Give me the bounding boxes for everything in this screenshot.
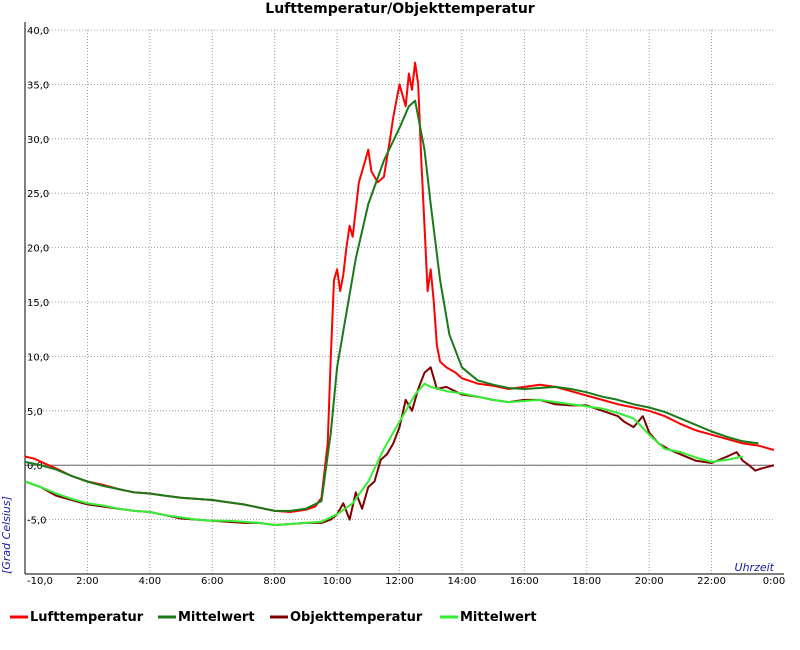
series-line [24,99,759,512]
plot-area: 40,0 35,0 30,0 25,0 20,0 15,0 10,0 5,0 0,0 -5,0 -1… [24,22,785,587]
y-tick-label: -10,0 [27,576,53,587]
y-tick-label: 35,0 [27,80,49,91]
x-tick-label: 4:00 [139,576,161,587]
legend: Lufttemperatur Mittelwert Objekttemperatur… [10,610,537,625]
legend-label: Objekttemperatur [290,610,423,625]
legend-label: Mittelwert [460,610,537,625]
x-tick-label: 0:00 [763,576,785,587]
x-tick-label: 12:00 [385,576,414,587]
y-tick-label: 20,0 [27,244,49,255]
legend-label: Mittelwert [178,610,255,625]
y-tick-label: 0,0 [27,461,43,472]
y-tick-label: 25,0 [27,189,49,200]
chart-title: Lufttemperatur/Objekttemperatur [265,1,535,17]
y-tick-label: 10,0 [27,352,49,363]
y-tick-label: 30,0 [27,135,49,146]
x-tick-label: 2:00 [76,576,98,587]
x-tick-label: 16:00 [510,576,539,587]
series-line [24,382,744,526]
x-tick-label: 10:00 [323,576,352,587]
legend-label: Lufttemperatur [30,610,144,625]
x-tick-label: 20:00 [635,576,664,587]
y-axis-label: [Grad Celsius] [0,496,13,574]
y-tick-label: 40,0 [27,26,49,37]
y-tick-label: 5,0 [27,407,43,418]
x-tick-label: 6:00 [201,576,223,587]
x-tick-label: 22:00 [697,576,726,587]
y-tick-label: 15,0 [27,298,49,309]
x-tick-label: 8:00 [263,576,285,587]
y-tick-label: -5,0 [27,516,47,527]
x-axis-label: Uhrzeit [735,561,775,574]
x-tick-label: 14:00 [448,576,477,587]
x-tick-label: 18:00 [572,576,601,587]
